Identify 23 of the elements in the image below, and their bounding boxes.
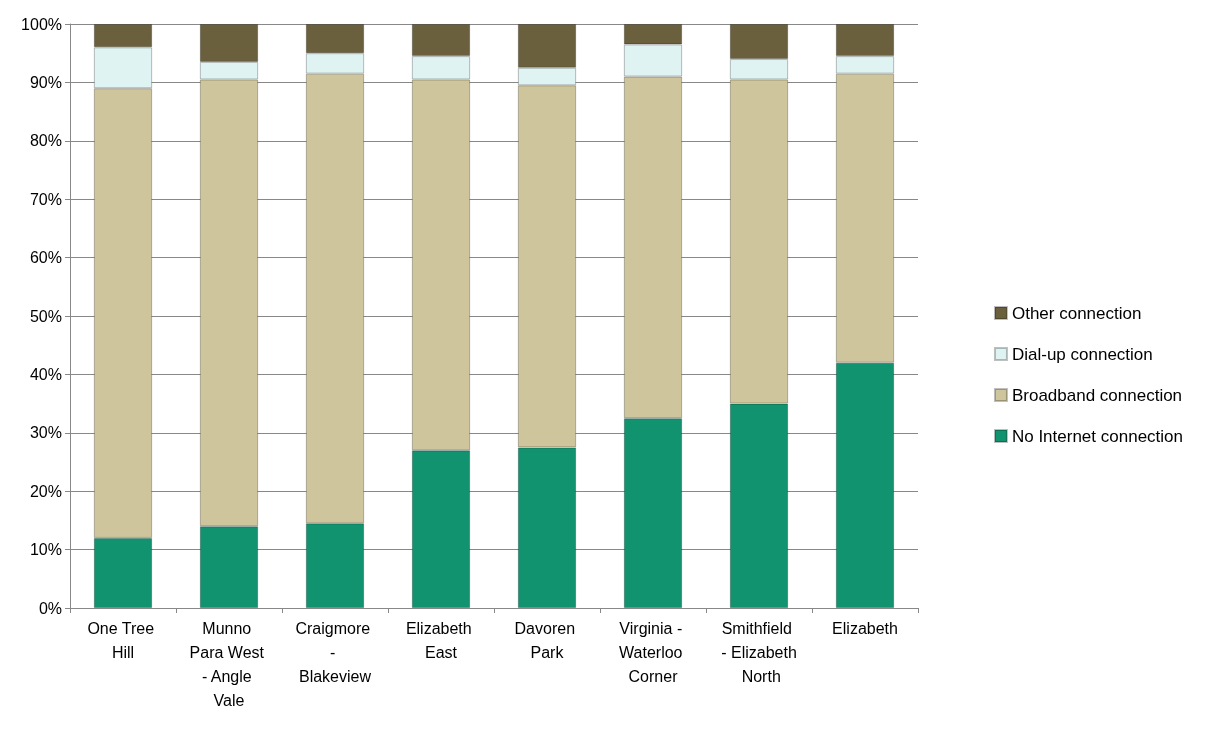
x-tick-label: Craigmore - Blakeview <box>295 619 375 685</box>
legend-label: Other connection <box>1011 303 1142 323</box>
x-tick-label: One Tree Hill <box>87 619 159 661</box>
x-tick-label: Virginia - Waterloo Corner <box>619 619 687 685</box>
legend-label: Dial-up connection <box>1011 344 1153 364</box>
y-tick-label: 0% <box>38 599 62 617</box>
y-tick-label: 40% <box>29 365 62 383</box>
y-tick-label: 70% <box>29 190 62 208</box>
y-tick-label: 90% <box>29 73 62 91</box>
x-tick-label: Munno Para West - Angle Vale <box>189 619 269 709</box>
legend-label: Broadband connection <box>1011 385 1183 405</box>
x-tick-label: Smithfield - Elizabeth North <box>721 619 797 685</box>
y-tick-label: 60% <box>29 249 62 267</box>
y-tick-label: 30% <box>29 424 62 442</box>
y-tick-label: 80% <box>29 132 62 150</box>
y-tick-label: 20% <box>29 482 62 500</box>
y-tick-label: 50% <box>29 307 62 325</box>
x-tick-label: Elizabeth East <box>405 619 477 661</box>
legend-label: No Internet connection <box>1011 426 1184 446</box>
y-tick-label: 100% <box>21 15 62 33</box>
y-tick-label: 10% <box>29 541 62 559</box>
x-tick-label: Davoren Park <box>514 619 580 661</box>
x-tick-label: Elizabeth <box>832 619 898 637</box>
